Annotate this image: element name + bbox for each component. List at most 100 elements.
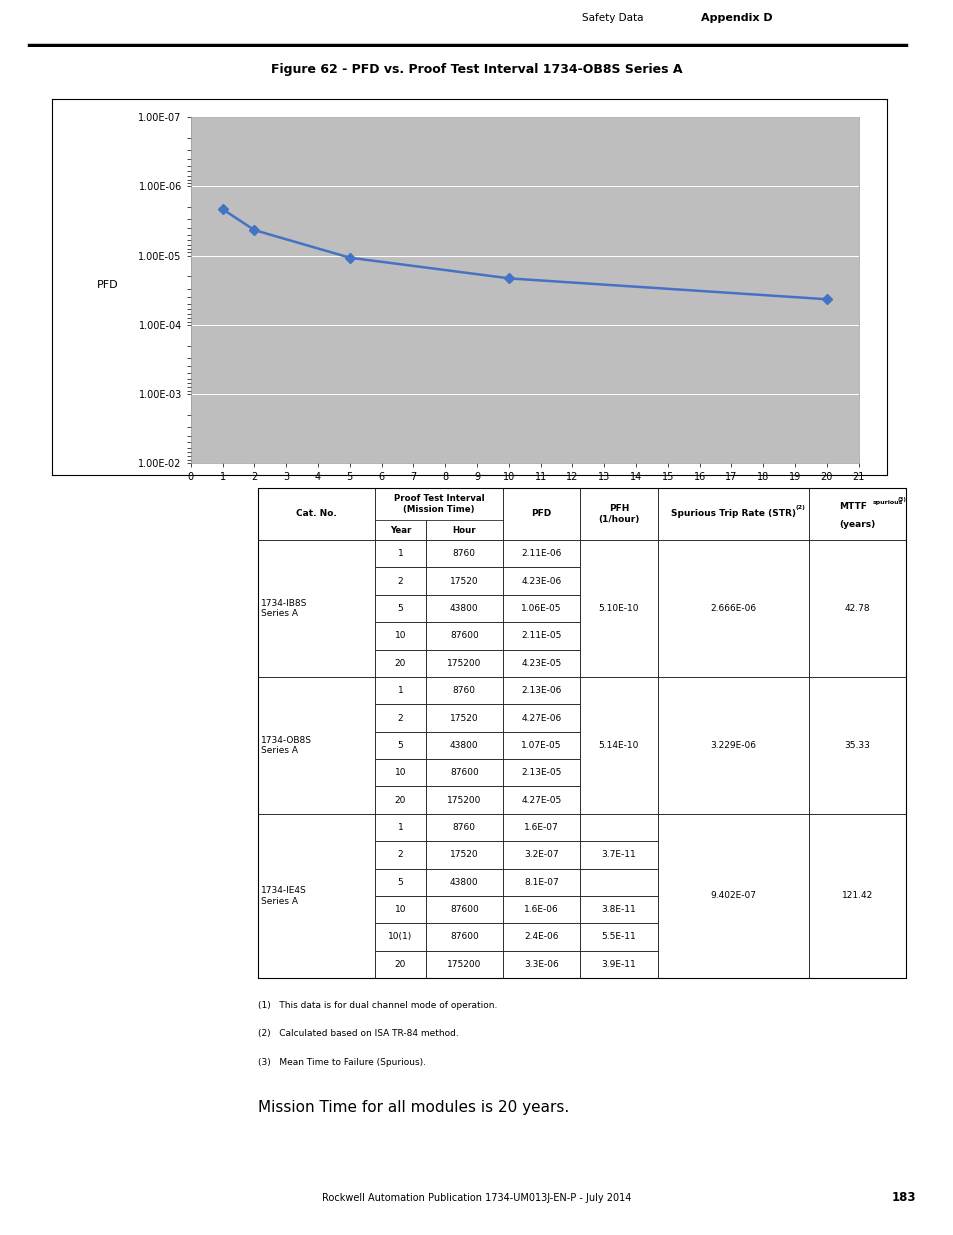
Text: 1734-IB8S
Series A: 1734-IB8S Series A — [261, 599, 307, 619]
Text: 5: 5 — [397, 741, 403, 750]
Bar — [375, 595, 425, 622]
Bar — [425, 841, 502, 868]
Text: (2)   Calculated based on ISA TR-84 method.: (2) Calculated based on ISA TR-84 method… — [257, 1030, 457, 1039]
Bar — [657, 488, 808, 540]
Text: 10: 10 — [395, 631, 406, 641]
Bar — [808, 540, 905, 677]
Text: 20: 20 — [395, 795, 406, 805]
X-axis label: Proof Test Interval [years]: Proof Test Interval [years] — [453, 488, 596, 498]
Bar — [502, 895, 579, 924]
Text: 20: 20 — [395, 960, 406, 969]
Bar — [425, 760, 502, 787]
Bar — [257, 540, 375, 677]
Bar — [425, 895, 502, 924]
Bar — [502, 622, 579, 650]
Bar — [375, 622, 425, 650]
Bar — [375, 540, 425, 567]
Text: 5: 5 — [397, 604, 403, 613]
Y-axis label: PFD: PFD — [97, 280, 118, 290]
Bar — [579, 951, 657, 978]
Bar — [502, 540, 579, 567]
Text: 175200: 175200 — [447, 795, 481, 805]
Bar — [375, 841, 425, 868]
Text: Appendix D: Appendix D — [700, 14, 772, 23]
Bar — [425, 814, 502, 841]
Text: 8760: 8760 — [453, 823, 476, 832]
Bar — [375, 520, 425, 540]
Text: 183: 183 — [890, 1192, 915, 1204]
Bar — [425, 787, 502, 814]
Text: Proof Test Interval
(Mission Time): Proof Test Interval (Mission Time) — [394, 494, 484, 514]
Bar — [502, 677, 579, 704]
Text: 8760: 8760 — [453, 550, 476, 558]
Text: 1.6E-07: 1.6E-07 — [524, 823, 558, 832]
Bar — [579, 868, 657, 895]
Bar — [425, 704, 502, 731]
Bar — [375, 567, 425, 595]
Text: 17520: 17520 — [450, 851, 478, 860]
Text: 4.27E-05: 4.27E-05 — [521, 795, 561, 805]
Bar — [257, 488, 375, 540]
Bar — [579, 841, 657, 868]
Bar — [502, 704, 579, 731]
Bar — [425, 622, 502, 650]
Bar — [657, 814, 808, 978]
Text: 1734-IE4S
Series A: 1734-IE4S Series A — [261, 887, 306, 905]
Bar — [657, 677, 808, 814]
Text: Figure 62 - PFD vs. Proof Test Interval 1734-OB8S Series A: Figure 62 - PFD vs. Proof Test Interval … — [271, 63, 682, 77]
Text: 87600: 87600 — [450, 905, 478, 914]
Text: 43800: 43800 — [450, 878, 478, 887]
Bar — [375, 760, 425, 787]
Text: 5.14E-10: 5.14E-10 — [598, 741, 639, 750]
Bar — [502, 814, 579, 841]
Text: 3.9E-11: 3.9E-11 — [601, 960, 636, 969]
Text: 43800: 43800 — [450, 741, 478, 750]
Bar — [375, 787, 425, 814]
Bar — [375, 677, 425, 704]
Bar — [502, 868, 579, 895]
Text: 87600: 87600 — [450, 932, 478, 941]
Text: 1.07E-05: 1.07E-05 — [520, 741, 561, 750]
Bar — [502, 567, 579, 595]
Text: (years): (years) — [839, 520, 875, 529]
Text: 1: 1 — [397, 687, 403, 695]
Text: 4.23E-05: 4.23E-05 — [521, 658, 561, 668]
Text: 2.13E-06: 2.13E-06 — [521, 687, 561, 695]
Bar — [425, 650, 502, 677]
Text: 5: 5 — [397, 878, 403, 887]
Text: 35.33: 35.33 — [843, 741, 869, 750]
Text: 5.10E-10: 5.10E-10 — [598, 604, 639, 613]
Bar — [579, 814, 657, 841]
Bar — [425, 951, 502, 978]
Text: (3): (3) — [897, 496, 905, 501]
Text: 4.23E-06: 4.23E-06 — [521, 577, 561, 585]
Text: 9.402E-07: 9.402E-07 — [709, 892, 756, 900]
Bar — [375, 895, 425, 924]
Text: 3.8E-11: 3.8E-11 — [601, 905, 636, 914]
Text: 8.1E-07: 8.1E-07 — [524, 878, 558, 887]
Text: 5.5E-11: 5.5E-11 — [601, 932, 636, 941]
Bar — [808, 814, 905, 978]
Text: Safety Data: Safety Data — [581, 14, 642, 23]
Text: 175200: 175200 — [447, 960, 481, 969]
Text: 43800: 43800 — [450, 604, 478, 613]
Bar — [425, 595, 502, 622]
Bar — [425, 567, 502, 595]
Bar — [375, 868, 425, 895]
Bar — [375, 704, 425, 731]
Text: 2.11E-06: 2.11E-06 — [521, 550, 561, 558]
Text: 10: 10 — [395, 768, 406, 777]
Bar — [425, 924, 502, 951]
Text: 17520: 17520 — [450, 714, 478, 722]
Text: 20: 20 — [395, 658, 406, 668]
Text: Cat. No.: Cat. No. — [295, 510, 336, 519]
Text: 2.11E-05: 2.11E-05 — [521, 631, 561, 641]
Text: 4.27E-06: 4.27E-06 — [521, 714, 561, 722]
Text: 2.4E-06: 2.4E-06 — [524, 932, 558, 941]
Text: 1: 1 — [397, 550, 403, 558]
Text: 87600: 87600 — [450, 768, 478, 777]
Bar — [375, 814, 425, 841]
Text: Year: Year — [390, 526, 411, 535]
Bar — [579, 540, 657, 677]
Bar — [257, 677, 375, 814]
